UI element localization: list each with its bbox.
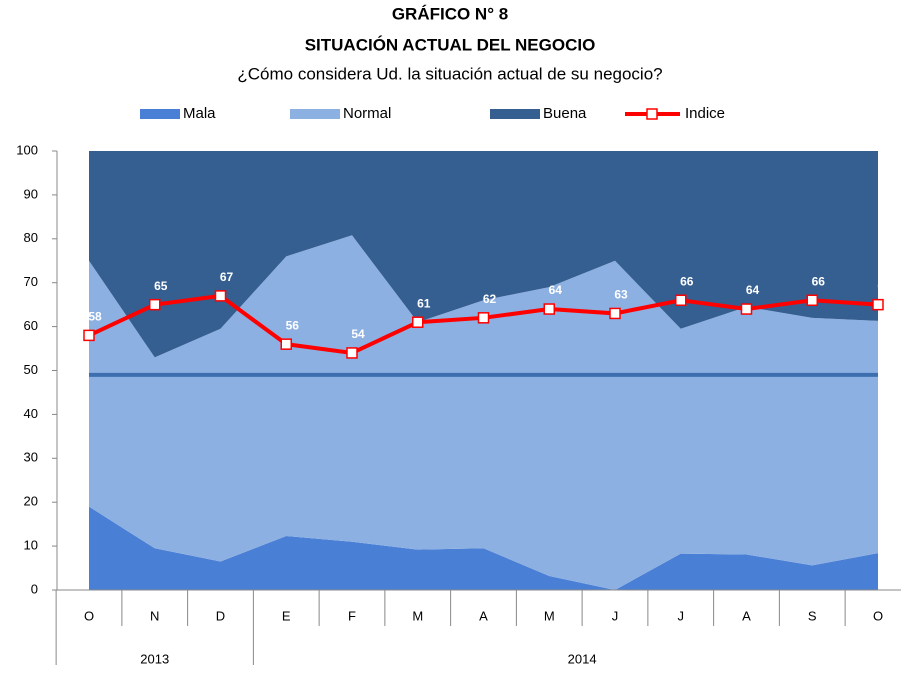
marker bbox=[543, 303, 555, 315]
x-tick-label: E bbox=[282, 608, 291, 623]
y-tick-label: 0 bbox=[31, 581, 38, 596]
marker bbox=[83, 329, 95, 342]
legend-swatch bbox=[140, 109, 180, 119]
y-tick-label: 40 bbox=[24, 406, 38, 421]
data-label: 56 bbox=[286, 318, 300, 332]
marker bbox=[806, 294, 818, 307]
data-label: 67 bbox=[220, 270, 234, 284]
marker bbox=[149, 298, 161, 311]
x-tick-label: J bbox=[612, 608, 619, 623]
marker bbox=[412, 316, 424, 328]
marker bbox=[346, 347, 358, 359]
marker bbox=[214, 290, 227, 302]
x-tick-label: A bbox=[742, 608, 751, 623]
x-tick-label: D bbox=[216, 608, 225, 623]
data-label: 65 bbox=[877, 279, 891, 293]
legend-label: Indice bbox=[685, 105, 725, 122]
data-label: 62 bbox=[483, 292, 497, 306]
chart-subtitle: SITUACIÓN ACTUAL DEL NEGOCIO bbox=[305, 35, 596, 54]
data-label: 64 bbox=[549, 283, 563, 297]
y-tick-label: 90 bbox=[24, 186, 38, 201]
y-tick-label: 10 bbox=[24, 538, 38, 553]
x-tick-label: S bbox=[808, 608, 817, 623]
data-label: 58 bbox=[88, 310, 102, 324]
marker bbox=[280, 338, 292, 350]
legend-label: Normal bbox=[343, 105, 391, 122]
legend-label: Buena bbox=[543, 105, 587, 122]
data-label: 54 bbox=[351, 327, 365, 341]
chart-question: ¿Cómo considera Ud. la situación actual … bbox=[237, 64, 662, 83]
legend-swatch bbox=[290, 109, 340, 119]
year-label: 2014 bbox=[568, 651, 597, 666]
marker bbox=[675, 294, 687, 307]
marker bbox=[740, 303, 753, 315]
marker bbox=[609, 307, 621, 320]
data-label: 64 bbox=[746, 283, 760, 297]
data-label: 66 bbox=[812, 274, 826, 288]
y-tick-label: 30 bbox=[24, 450, 38, 465]
legend-label: Mala bbox=[183, 105, 216, 122]
chart-title: GRÁFICO N° 8 bbox=[392, 4, 508, 23]
y-tick-label: 80 bbox=[24, 230, 38, 245]
x-tick-label: F bbox=[348, 608, 356, 623]
y-tick-label: 60 bbox=[24, 318, 38, 333]
marker bbox=[872, 298, 884, 311]
legend-swatch bbox=[490, 109, 540, 119]
data-label: 65 bbox=[154, 279, 168, 293]
x-tick-label: M bbox=[412, 608, 423, 623]
legend-marker bbox=[646, 108, 658, 120]
y-tick-label: 100 bbox=[16, 142, 38, 157]
y-tick-label: 50 bbox=[24, 362, 38, 377]
marker bbox=[477, 312, 490, 324]
x-tick-label: A bbox=[479, 608, 488, 623]
y-tick-label: 20 bbox=[24, 494, 38, 509]
x-tick-label: J bbox=[678, 608, 685, 623]
data-label: 63 bbox=[614, 288, 628, 302]
area bbox=[89, 235, 878, 590]
data-label: 61 bbox=[417, 296, 431, 310]
x-tick-label: O bbox=[873, 608, 883, 623]
x-tick-label: M bbox=[544, 608, 555, 623]
x-tick-label: O bbox=[84, 608, 94, 623]
data-label: 66 bbox=[680, 274, 694, 288]
year-label: 2013 bbox=[140, 651, 169, 666]
x-tick-label: N bbox=[150, 608, 159, 623]
y-tick-label: 70 bbox=[24, 274, 38, 289]
